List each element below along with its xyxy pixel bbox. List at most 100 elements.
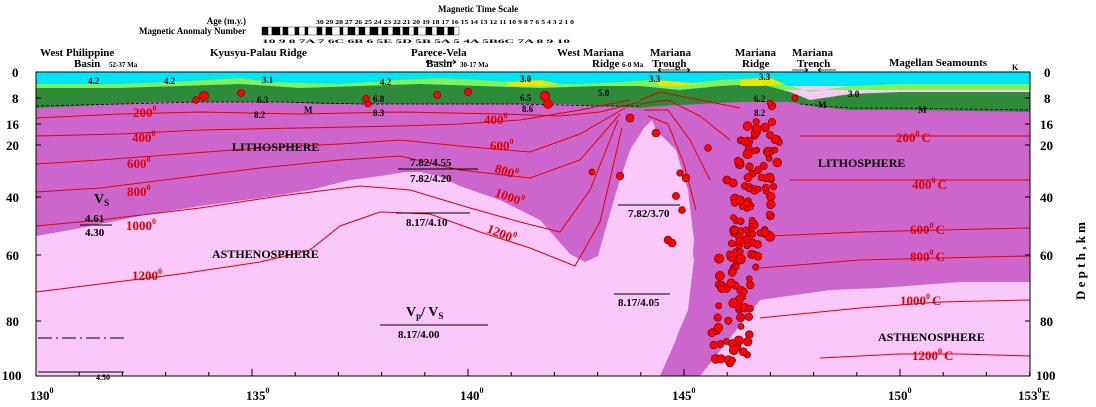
depth-tick-left: 80 xyxy=(6,314,19,329)
crust-value: 8.2 xyxy=(754,108,766,118)
vs-symbol: VS xyxy=(94,192,109,208)
isotherm-arc-2 xyxy=(639,99,731,141)
earthquake-hypocenter xyxy=(748,217,756,225)
magnetic-stripe xyxy=(358,26,366,36)
earthquake-hypocenter xyxy=(766,99,774,107)
earthquake-hypocenter xyxy=(728,345,739,355)
earthquake-hypocenter xyxy=(681,173,691,183)
age-label: Age (m.y.) xyxy=(207,16,246,26)
lithosphere-left xyxy=(36,100,1030,376)
earthquake-hypocenter xyxy=(588,168,596,176)
depth-tick-right: 20 xyxy=(1040,138,1053,153)
depth-tick-left: 0 xyxy=(12,65,19,80)
magnetic-stripe xyxy=(387,26,394,36)
earthquake-hypocenter xyxy=(745,185,753,193)
isotherm-label: 4000 C xyxy=(912,176,947,192)
crust-value: 6.5 xyxy=(520,93,532,103)
moho-marker: M xyxy=(304,105,313,115)
magnetic-stripe xyxy=(316,26,323,36)
magnetic-stripe xyxy=(413,26,419,36)
isotherm-800-right xyxy=(759,255,1031,269)
earthquake-hypocenter xyxy=(735,195,745,205)
earthquake-hypocenter xyxy=(725,250,734,258)
earthquake-hypocenter xyxy=(716,354,726,364)
region-west-philippine: West Philippine xyxy=(40,47,114,59)
isotherm-600-left xyxy=(35,107,626,165)
earthquake-hypocenter xyxy=(752,263,760,271)
magnetic-stripe xyxy=(417,26,427,36)
isotherm-1000-left xyxy=(35,119,619,233)
earthquake-hypocenter xyxy=(736,248,744,256)
earthquake-hypocenter xyxy=(735,236,745,246)
earthquake-hypocenter xyxy=(769,183,778,191)
magnetic-stripe xyxy=(294,26,300,36)
depth-tick-left: 20 xyxy=(6,138,19,153)
crust-value: 4.2 xyxy=(380,77,392,87)
lon-tick: 1300 xyxy=(30,386,54,403)
magnetic-stripe xyxy=(282,26,289,36)
earthquake-hypocenter xyxy=(744,312,754,321)
plot-frame xyxy=(35,71,1031,377)
earthquake-hypocenter xyxy=(743,337,753,347)
crust-value: 4.2 xyxy=(164,76,176,86)
earthquake-hypocenter xyxy=(199,91,209,101)
magnetic-stripe xyxy=(399,26,404,36)
isotherm-label: 10000 xyxy=(126,217,156,233)
magnetic-stripe xyxy=(453,26,460,36)
lon-tick: 1500 xyxy=(888,386,912,403)
magnetic-stripe xyxy=(447,26,455,36)
velocity-pv-f: 8.17/4.00 xyxy=(398,329,440,341)
region-mariana-trench: Mariana xyxy=(792,47,833,59)
crust-value: 8.6 xyxy=(522,104,534,114)
magnetic-stripe xyxy=(307,26,318,36)
region-west-philippine-sub: Basin xyxy=(74,58,100,70)
isotherm-1200-right xyxy=(819,353,1031,359)
magnetic-stripe xyxy=(287,26,296,36)
crust-value: 4.2 xyxy=(88,76,100,86)
earthquake-hypocenter xyxy=(735,254,746,265)
region-mariana-trench-sub: Trench xyxy=(797,58,830,70)
earthquake-hypocenter xyxy=(704,144,712,152)
isotherm-label: 2000 C xyxy=(896,129,931,145)
magnetic-stripe xyxy=(339,26,344,36)
earthquake-hypocenter xyxy=(728,356,736,365)
earthquake-hypocenter xyxy=(715,302,723,310)
isotherm-400-left xyxy=(35,99,631,137)
earthquake-hypocenter xyxy=(728,178,738,188)
magnetic-stripe xyxy=(381,26,389,36)
magnetic-stripe xyxy=(331,26,341,36)
depth-tick-right: 60 xyxy=(1040,248,1053,263)
magnetic-stripe xyxy=(377,26,383,36)
region-magellan: Magellan Seamounts xyxy=(889,57,988,69)
magnetic-stripe xyxy=(431,26,438,36)
velocity-pv-e: 8.17/4.05 xyxy=(618,297,660,309)
region-west-mariana: West Mariana xyxy=(557,47,624,59)
earthquake-hypocenter xyxy=(733,157,743,166)
crust-value: 6.2 xyxy=(754,94,766,104)
earthquake-hypocenter xyxy=(737,217,745,225)
isotherm-label: 4000 xyxy=(484,111,508,127)
magnetic-stripes xyxy=(261,26,460,36)
earthquake-hypocenter xyxy=(709,340,718,350)
depth-tick-right: 100 xyxy=(1036,368,1056,383)
earthquake-hypocenter xyxy=(237,89,245,97)
earthquake-hypocenter xyxy=(755,185,762,193)
isotherm-1200-left xyxy=(35,127,623,293)
earthquake-hypocenter xyxy=(672,192,680,200)
isotherm-label: 12000 xyxy=(132,267,162,283)
depth-tick-right: 8 xyxy=(1044,91,1051,106)
region-mariana-ridge-sub: Ridge xyxy=(742,58,770,70)
earthquake-hypocenter xyxy=(746,304,754,313)
depth-tick-right: 16 xyxy=(1040,117,1054,132)
isotherm-label: 12000 C xyxy=(912,347,953,363)
isotherm-label: 2000 xyxy=(133,104,157,120)
magnetic-stripe xyxy=(267,26,273,36)
magnetic-stripe xyxy=(304,26,309,36)
earthquake-hypocenter xyxy=(651,128,661,138)
velocity-pv-a: 7.82/4.55 xyxy=(410,157,452,169)
isotherm-label: 8000 xyxy=(493,160,520,182)
earthquake-hypocenter xyxy=(728,298,739,309)
crust-value: 3.0 xyxy=(848,89,860,99)
earthquake-hypocenter xyxy=(726,278,736,288)
